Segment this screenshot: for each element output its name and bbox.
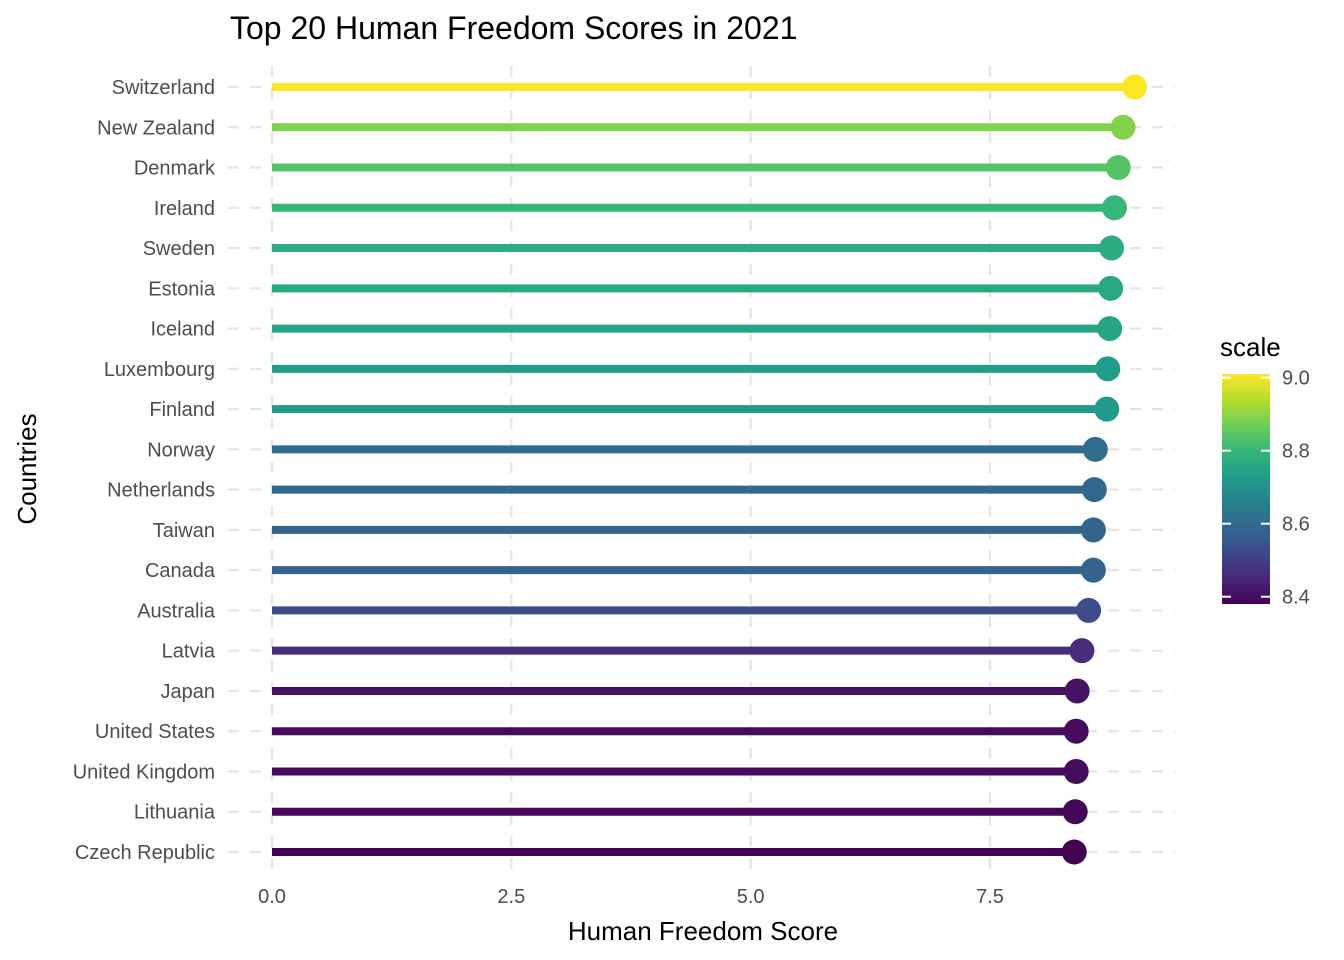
y-tick-label: United Kingdom (73, 761, 215, 783)
x-tick-label: 2.5 (497, 886, 525, 908)
color-legend: scale 8.4 8.6 8.8 9.0 (1220, 332, 1310, 609)
legend-ticks: 8.4 8.6 8.8 9.0 (1222, 368, 1310, 609)
y-tick-label: United States (95, 721, 215, 743)
lollipop-point (1101, 195, 1127, 221)
lollipop-point (1080, 517, 1106, 543)
y-tick-label: Japan (161, 681, 216, 703)
lollipop-point (1081, 477, 1107, 503)
y-tick-label: Sweden (143, 238, 215, 260)
lollipop-point (1097, 316, 1123, 342)
y-tick-label: Canada (145, 560, 216, 582)
y-axis-title: Countries (12, 413, 42, 524)
y-tick-label: Norway (147, 439, 215, 461)
lollipop-point (1099, 235, 1125, 261)
y-tick-label: Netherlands (107, 480, 215, 502)
x-axis-title: Human Freedom Score (568, 916, 838, 946)
lollipop-point (1069, 638, 1095, 664)
legend-tick-label: 8.6 (1282, 514, 1310, 536)
legend-tick-label: 8.8 (1282, 441, 1310, 463)
lollipop-point (1105, 155, 1131, 181)
y-tick-label: Australia (137, 600, 216, 622)
y-tick-label: Finland (149, 399, 215, 421)
chart-title: Top 20 Human Freedom Scores in 2021 (230, 10, 797, 46)
x-tick-label: 5.0 (737, 886, 765, 908)
x-tick-label: 7.5 (976, 886, 1004, 908)
lollipop-point (1062, 799, 1088, 825)
lollipop-point (1122, 74, 1148, 100)
legend-tick-label: 9.0 (1282, 368, 1310, 390)
lollipop-point (1098, 275, 1124, 301)
y-tick-label: Denmark (134, 158, 216, 180)
y-tick-label: Switzerland (112, 77, 215, 99)
x-tick-label: 0.0 (258, 886, 286, 908)
y-tick-label: Ireland (154, 198, 215, 220)
lollipop-point (1080, 557, 1106, 583)
lollipop-point (1110, 114, 1136, 140)
lollipop-point (1082, 436, 1108, 462)
y-tick-label: Estonia (148, 278, 216, 300)
y-tick-label: Iceland (151, 319, 216, 341)
lollipop-point (1061, 839, 1087, 865)
y-tick-label: Taiwan (153, 520, 215, 542)
legend-tick-label: 8.4 (1282, 587, 1310, 609)
lollipop-point (1094, 396, 1120, 422)
y-tick-label: Lithuania (134, 802, 216, 824)
y-tick-label: Latvia (162, 641, 216, 663)
lollipop-point (1063, 718, 1089, 744)
lollipop-point (1076, 597, 1102, 623)
lollipop-point (1064, 678, 1090, 704)
y-axis-tick-labels: Switzerland New Zealand Denmark Ireland Swed… (73, 77, 216, 864)
legend-title: scale (1220, 332, 1281, 362)
grid-lines (228, 66, 1175, 874)
y-tick-label: Czech Republic (75, 842, 215, 864)
y-tick-label: New Zealand (97, 117, 215, 139)
lollipop-point (1095, 356, 1121, 382)
y-tick-label: Luxembourg (104, 359, 215, 381)
lollipop-series (272, 74, 1148, 865)
legend-colorbar (1222, 374, 1270, 604)
x-axis-tick-labels: 0.0 2.5 5.0 7.5 (258, 886, 1004, 908)
lollipop-point (1063, 758, 1089, 784)
